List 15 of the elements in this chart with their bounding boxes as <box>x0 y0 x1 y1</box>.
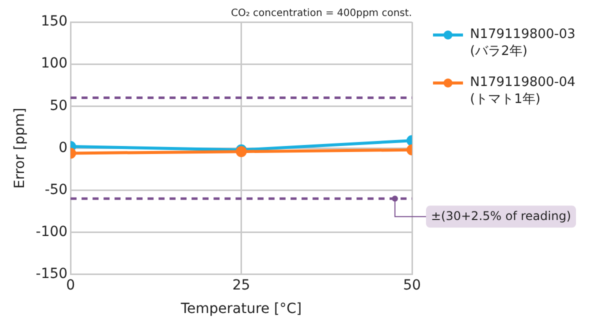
chart-subtitle: CO₂ concentration = 400ppm const. <box>230 8 412 19</box>
y-tick-label: 150 <box>40 14 68 30</box>
y-tick-label: 100 <box>40 56 68 72</box>
y-tick-label: 0 <box>58 140 68 156</box>
y-axis-title: Error [ppm] <box>12 108 28 189</box>
legend-label: N179119800-04 (トマト1年) <box>470 74 576 108</box>
annotation: ±(30+2.5% of reading) <box>431 208 572 223</box>
x-tick-label: 25 <box>232 277 250 294</box>
x-axis-title: Temperature [°C] <box>180 301 302 318</box>
y-tick-label: 50 <box>50 98 68 114</box>
y-tick-label: -100 <box>36 224 68 240</box>
x-tick-label: 50 <box>403 277 421 294</box>
legend-label: N179119800-03 (バラ2年) <box>470 26 576 60</box>
y-tick-label: -50 <box>44 182 68 198</box>
y-tick-label: -150 <box>36 266 68 282</box>
